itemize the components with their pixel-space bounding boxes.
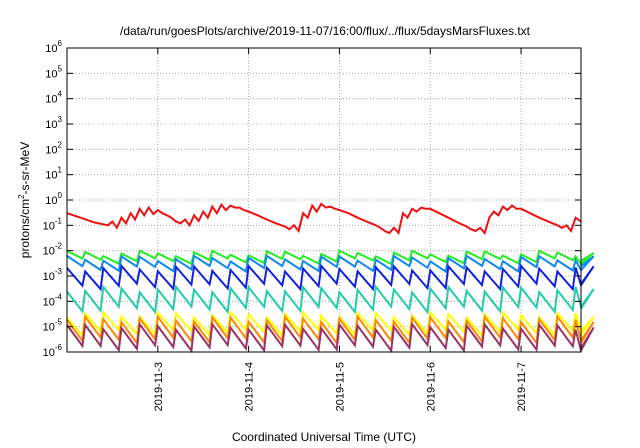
y-tick-label: 104 <box>45 90 62 106</box>
series-line <box>66 202 582 236</box>
plot-frame <box>66 47 582 353</box>
y-tick-label: 105 <box>45 64 62 80</box>
series-line <box>66 321 595 354</box>
series-line <box>66 254 595 274</box>
y-tick-label: 10-1 <box>43 216 63 232</box>
x-tick-label: 2019-11-6 <box>425 362 437 411</box>
x-tick-label: 2019-11-4 <box>244 362 256 411</box>
y-tick-label: 100 <box>45 191 62 207</box>
grid <box>67 48 581 352</box>
series-group <box>66 202 595 354</box>
y-axis-label-superscript: 2 <box>17 194 26 199</box>
y-tick-label: 101 <box>45 166 62 182</box>
y-axis-label-part-1: protons/cm <box>18 199 32 258</box>
y-tick-label: 10-4 <box>43 292 63 308</box>
y-tick-label: 106 <box>45 39 62 55</box>
series-line <box>66 263 595 292</box>
chart-title: /data/run/goesPlots/archive/2019-11-07/1… <box>120 24 531 38</box>
series-line <box>66 249 595 266</box>
x-tick-label: 2019-11-7 <box>516 362 528 411</box>
y-tick-label: 10-2 <box>43 242 63 258</box>
y-tick-label: 10-5 <box>43 318 63 334</box>
y-tick-label: 102 <box>45 140 62 156</box>
x-tick-label: 2019-11-5 <box>334 362 346 411</box>
series-line <box>66 284 595 315</box>
y-tick-label: 10-3 <box>43 267 63 283</box>
y-tick-label: 10-6 <box>43 343 63 359</box>
y-axis-label-part-2: -s-sr-MeV <box>18 142 32 195</box>
y-tick-label: 103 <box>45 115 62 131</box>
y-axis: 10-6 10-5 10-4 10-3 10-2 10-1 100 101 102 103 104 1… <box>43 39 581 359</box>
x-axis-label: Coordinated Universal Time (UTC) <box>232 430 416 444</box>
x-tick-label: 2019-11-3 <box>153 362 165 411</box>
x-axis: 2019-11-3 2019-11-4 2019-11-5 2019-11-6 2019… <box>153 48 528 411</box>
y-axis-label: protons/cm2-s-sr-MeV <box>17 142 32 258</box>
